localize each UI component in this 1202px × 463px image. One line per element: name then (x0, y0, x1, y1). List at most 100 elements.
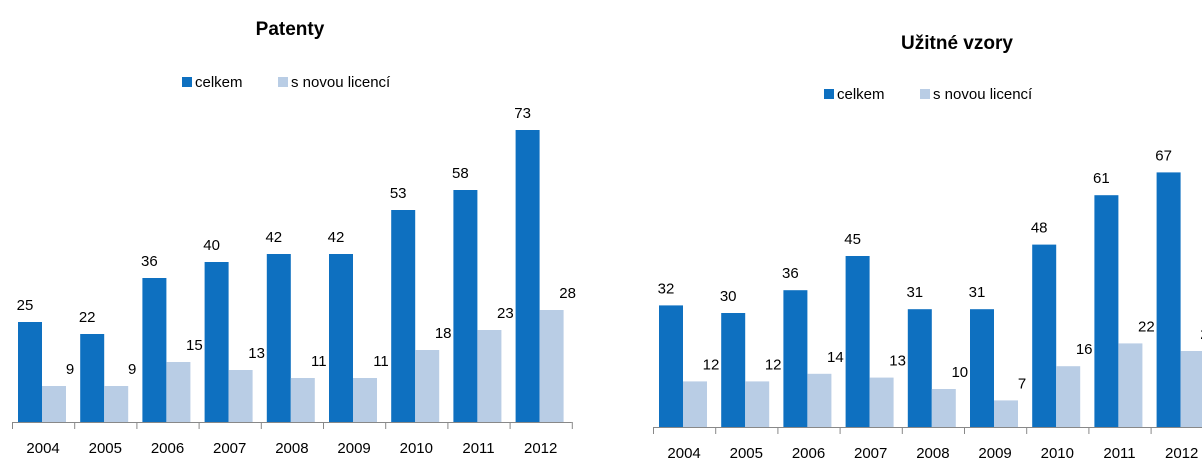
data-label: 42 (328, 229, 345, 246)
x-tick-label: 2010 (400, 440, 433, 457)
bar-novou-2005 (745, 381, 770, 427)
x-tick-label: 2008 (916, 445, 949, 462)
legend-label-2: s novou licencí (291, 74, 391, 91)
data-label: 10 (951, 364, 968, 381)
legend-swatch-1 (182, 77, 192, 87)
x-tick-label: 2005 (730, 445, 763, 462)
bar-celkem-2004 (659, 305, 683, 427)
bar-celkem-2007 (204, 262, 229, 422)
data-label: 12 (703, 356, 720, 373)
bar-novou-2006 (807, 373, 832, 427)
data-label: 67 (1155, 147, 1172, 164)
data-label: 31 (969, 284, 986, 301)
bar-novou-2011 (477, 330, 502, 422)
data-label: 7 (1018, 375, 1026, 392)
bar-novou-2009 (994, 400, 1018, 427)
data-label: 13 (248, 345, 265, 362)
legend: celkem s novou licencí (824, 86, 1033, 103)
x-tick-label: 2007 (213, 440, 246, 457)
bar-novou-2005 (104, 386, 129, 422)
x-tick-label: 2004 (26, 440, 59, 457)
data-label: 18 (435, 325, 452, 342)
data-label: 58 (452, 165, 469, 182)
data-label: 20 (1200, 326, 1202, 343)
legend-label-1: celkem (837, 86, 885, 103)
bar-celkem-2011 (453, 190, 478, 422)
x-tick-label: 2011 (1103, 445, 1135, 462)
data-label: 15 (186, 337, 203, 354)
x-tick-label: 2009 (978, 445, 1011, 462)
chart-title: Užitné vzory (901, 33, 1013, 54)
bar-celkem-2009 (970, 309, 994, 427)
x-tick-label: 2011 (462, 440, 494, 457)
bar-novou-2012 (539, 310, 564, 422)
bar-celkem-2005 (721, 313, 746, 427)
bar-celkem-2008 (907, 309, 932, 427)
data-label: 42 (265, 229, 282, 246)
data-label: 61 (1093, 170, 1110, 187)
bar-celkem-2010 (391, 210, 416, 422)
data-label: 40 (203, 237, 220, 254)
data-label: 31 (906, 284, 923, 301)
bar-celkem-2004 (18, 322, 42, 422)
bar-celkem-2006 (142, 278, 167, 422)
bar-celkem-2007 (845, 256, 870, 427)
legend-label-2: s novou licencí (933, 86, 1033, 103)
bar-novou-2011 (1118, 343, 1143, 427)
data-label: 12 (765, 356, 782, 373)
bar-novou-2007 (869, 377, 894, 427)
bar-novou-2008 (931, 389, 956, 427)
data-label: 28 (559, 285, 576, 302)
x-tick-label: 2006 (151, 440, 184, 457)
data-label: 30 (720, 288, 737, 305)
legend-label-1: celkem (195, 74, 243, 91)
x-tick-label: 2008 (275, 440, 308, 457)
data-label: 22 (79, 309, 96, 326)
chart-1: Patenty celkem s novou licencí 25 9 2004 22 9 20… (12, 19, 576, 457)
x-tick-label: 2010 (1041, 445, 1074, 462)
x-tick-label: 2007 (854, 445, 887, 462)
x-tick-label: 2012 (1165, 445, 1198, 462)
x-tick-label: 2004 (667, 445, 700, 462)
data-label: 36 (141, 253, 158, 270)
data-label: 16 (1076, 341, 1093, 358)
data-label: 53 (390, 185, 407, 202)
bar-celkem-2010 (1032, 244, 1057, 427)
data-label: 23 (497, 305, 514, 322)
chart-title: Patenty (256, 19, 325, 40)
data-label: 9 (128, 361, 136, 378)
bar-celkem-2012 (515, 130, 540, 422)
legend: celkem s novou licencí (182, 74, 391, 91)
data-label: 9 (66, 361, 74, 378)
data-label: 22 (1138, 318, 1155, 335)
legend-swatch-1 (824, 89, 834, 99)
data-label: 48 (1031, 220, 1048, 237)
x-tick-label: 2012 (524, 440, 557, 457)
bar-novou-2009 (353, 378, 377, 422)
x-tick-label: 2006 (792, 445, 825, 462)
data-label: 13 (889, 353, 906, 370)
data-label: 11 (311, 353, 327, 370)
x-tick-label: 2009 (337, 440, 370, 457)
data-label: 11 (373, 353, 389, 370)
legend-swatch-2 (920, 89, 930, 99)
bar-celkem-2006 (783, 290, 808, 427)
data-label: 25 (17, 297, 34, 314)
data-label: 36 (782, 265, 799, 282)
bar-novou-2004 (683, 381, 707, 427)
chart-2: Užitné vzory celkem s novou licencí 32 12 200… (653, 33, 1202, 462)
bar-novou-2010 (415, 350, 440, 422)
bar-celkem-2012 (1156, 172, 1181, 427)
bar-novou-2010 (1056, 366, 1081, 427)
legend-swatch-2 (278, 77, 288, 87)
bar-celkem-2008 (266, 254, 291, 422)
bar-novou-2006 (166, 362, 191, 422)
data-label: 14 (827, 349, 844, 366)
bar-celkem-2011 (1094, 195, 1119, 427)
bar-novou-2008 (290, 378, 315, 422)
data-label: 32 (658, 280, 675, 297)
data-label: 73 (514, 105, 531, 122)
x-tick-label: 2005 (89, 440, 122, 457)
bar-novou-2004 (42, 386, 66, 422)
